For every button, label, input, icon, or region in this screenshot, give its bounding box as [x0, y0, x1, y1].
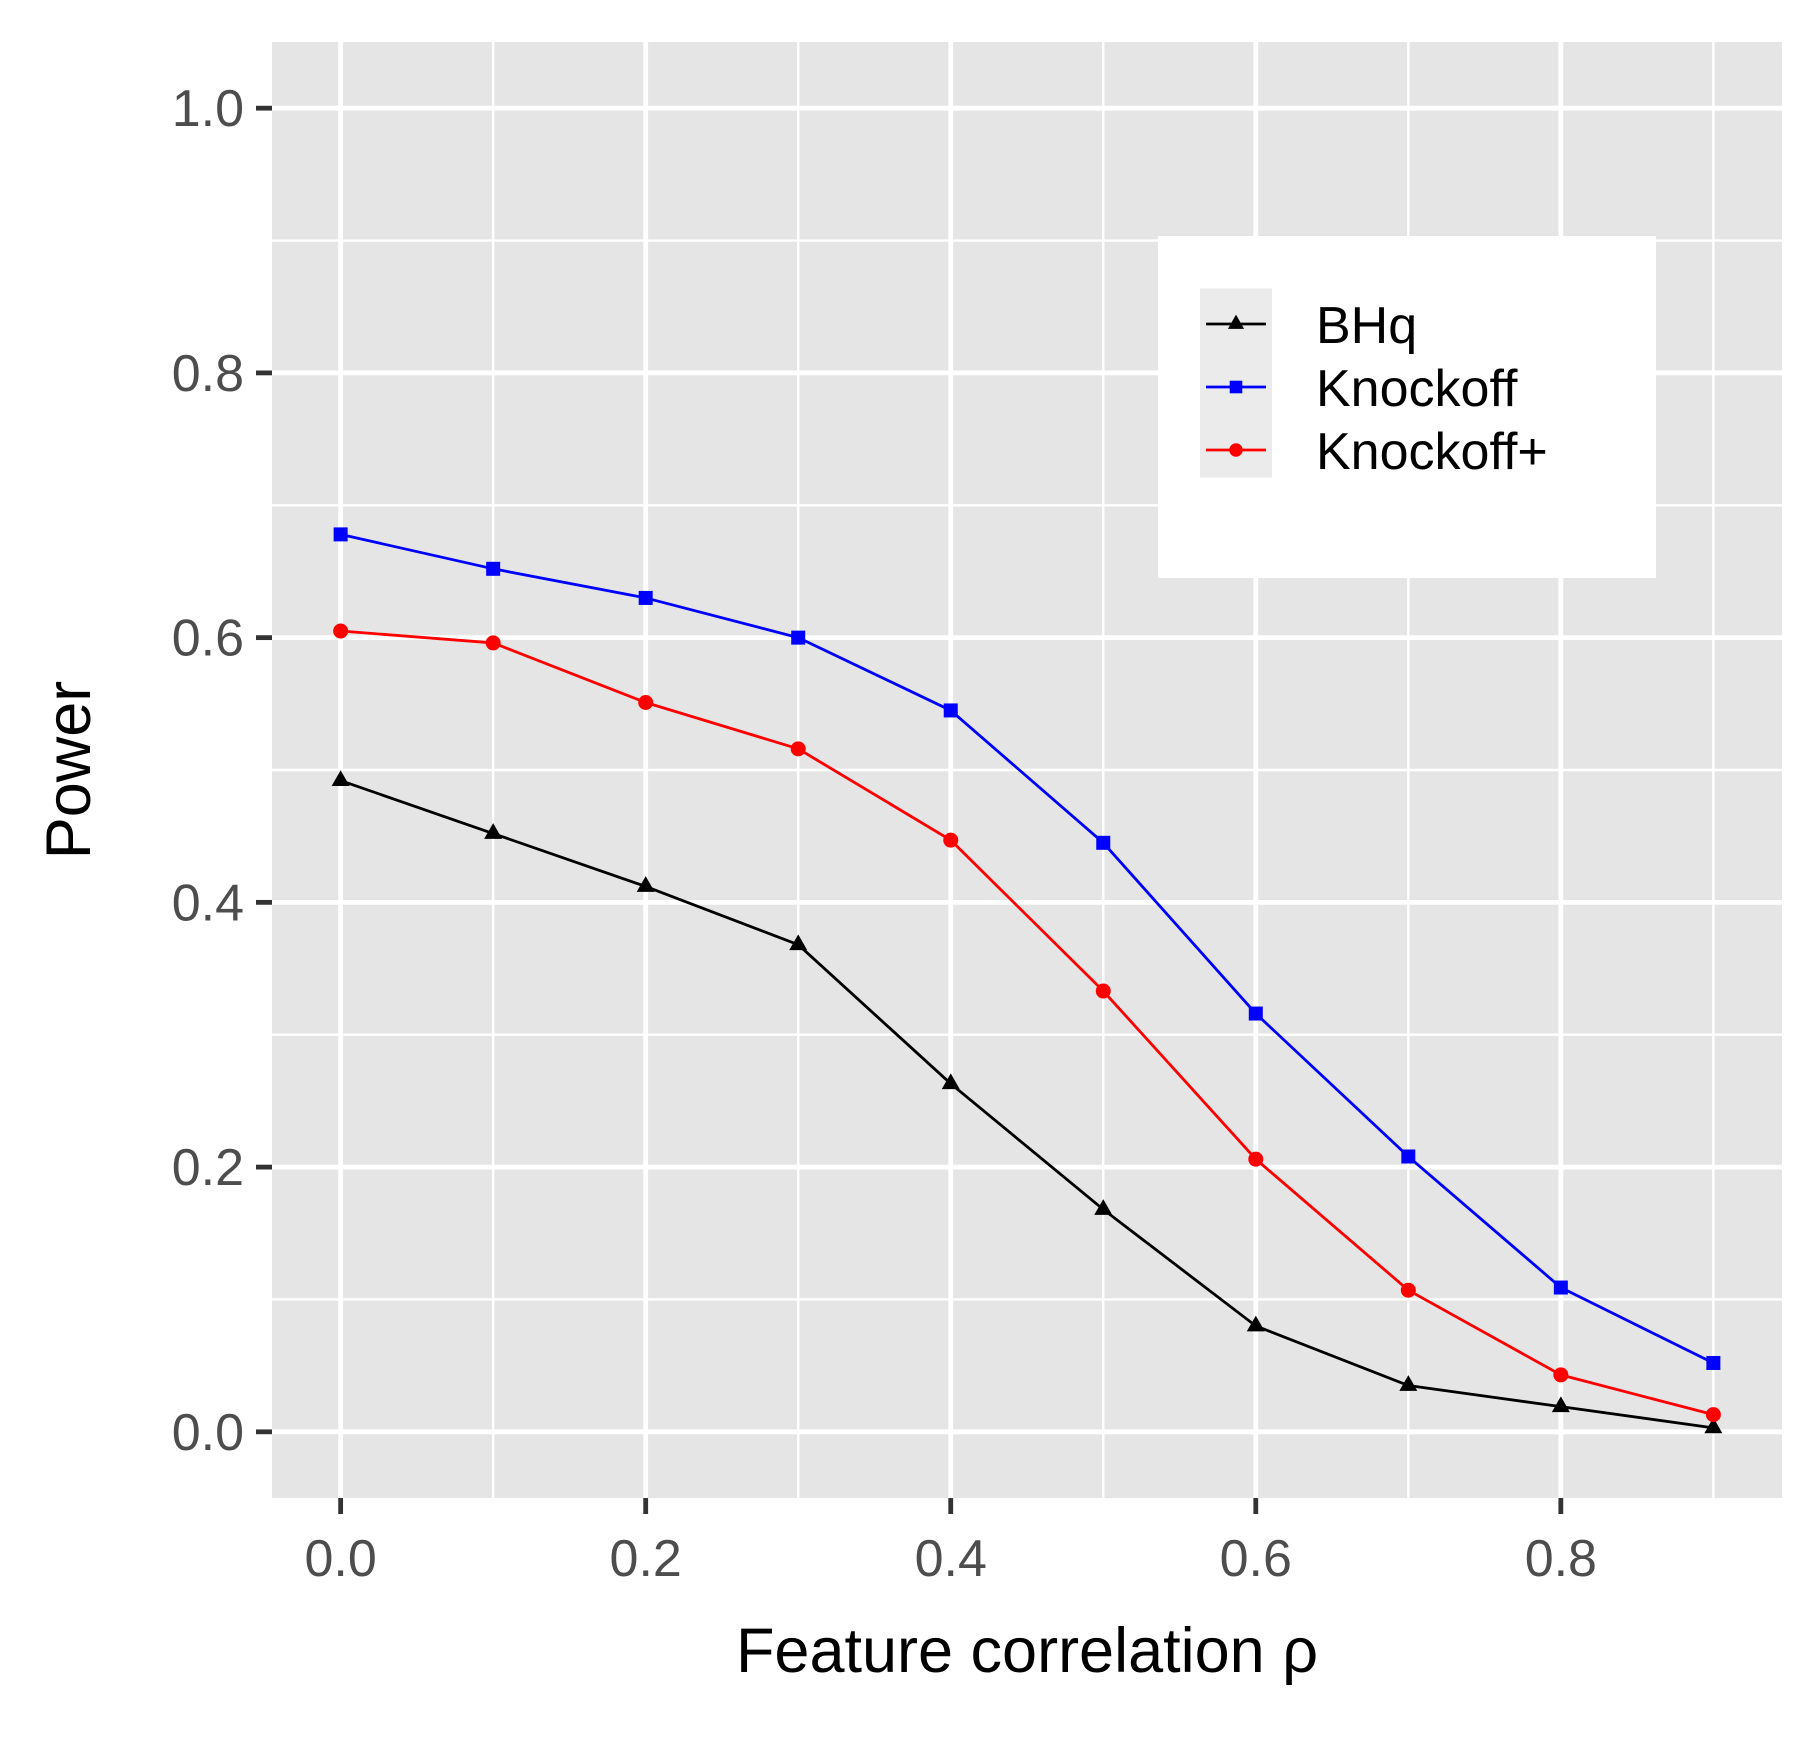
x-tick-label: 0.2 [610, 1530, 682, 1588]
data-point-bhq [331, 770, 350, 786]
data-point-bhq [484, 823, 503, 839]
series-line-knockoff [340, 533, 1714, 1365]
x-tick-label: 0.4 [915, 1530, 987, 1588]
y-tick-label: 0.8 [172, 345, 244, 403]
data-point-knockoff-plus [943, 832, 959, 848]
data-point-bhq [636, 876, 655, 892]
data-point-knockoff [486, 561, 501, 576]
data-point-knockoff-plus [485, 635, 501, 651]
data-point-knockoff-plus [1705, 1407, 1721, 1423]
x-axis-title: Feature correlation ρ [736, 1616, 1318, 1686]
data-point-bhq [1551, 1396, 1570, 1413]
legend-key-marker-bhq [1227, 314, 1245, 329]
x-tick-label: 0.0 [304, 1530, 376, 1588]
data-point-knockoff [1553, 1280, 1568, 1295]
data-point-bhq [1704, 1417, 1723, 1434]
data-point-bhq [1094, 1199, 1113, 1215]
series-points [331, 527, 1723, 1434]
y-tick-label: 0.2 [172, 1139, 244, 1197]
data-point-knockoff [638, 590, 653, 605]
legend-key-marker-knockoff [1229, 380, 1243, 394]
data-point-bhq [1399, 1375, 1418, 1391]
y-axis-title: Power [34, 681, 104, 860]
legend-label-knockoff: Knockoff [1316, 360, 1518, 418]
x-tick-label: 0.6 [1220, 1530, 1292, 1588]
data-point-knockoff-plus [1553, 1367, 1569, 1383]
y-tick-label: 1.0 [172, 80, 244, 138]
data-point-bhq [789, 934, 808, 951]
data-point-bhq [941, 1073, 960, 1090]
legend-label-knockoff-plus: Knockoff+ [1316, 423, 1548, 481]
y-tick-label: 0.0 [172, 1404, 244, 1462]
y-tick-label: 0.4 [172, 874, 244, 932]
data-point-knockoff-plus [790, 741, 806, 757]
data-point-knockoff-plus [333, 623, 349, 639]
y-axis: 0.0 0.2 0.4 0.6 0.8 1.0 [172, 80, 272, 1462]
x-tick-label: 0.8 [1525, 1530, 1597, 1588]
legend-label-bhq: BHq [1316, 297, 1417, 355]
data-point-knockoff [1096, 835, 1111, 850]
series-line-knockoff-plus [340, 629, 1714, 1416]
data-point-knockoff-plus [1248, 1151, 1264, 1167]
data-point-knockoff [1248, 1006, 1263, 1021]
data-point-knockoff [1401, 1149, 1416, 1164]
legend-key-marker-knockoff-plus [1229, 443, 1243, 457]
data-point-knockoff-plus [1400, 1282, 1416, 1298]
data-point-knockoff-plus [638, 694, 654, 710]
x-axis: 0.0 0.2 0.4 0.6 0.8 [304, 1498, 1597, 1588]
series-line-bhq [340, 779, 1714, 1430]
y-tick-label: 0.6 [172, 610, 244, 668]
data-point-knockoff [791, 630, 806, 645]
data-point-knockoff [943, 703, 958, 718]
data-point-knockoff [333, 527, 348, 542]
data-point-knockoff-plus [1095, 983, 1111, 999]
series-lines [340, 533, 1714, 1430]
data-point-knockoff [1706, 1355, 1721, 1370]
data-point-bhq [1246, 1315, 1265, 1332]
